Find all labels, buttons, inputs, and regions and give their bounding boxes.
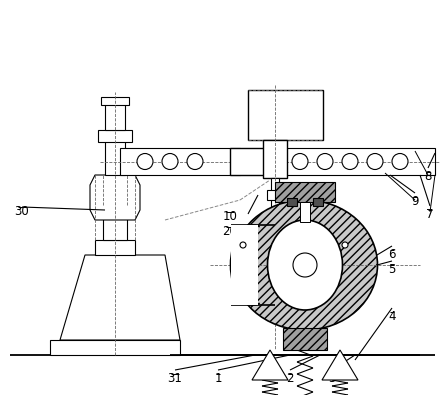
Bar [300, 202, 310, 222]
Bar [263, 140, 287, 178]
Circle shape [342, 154, 358, 169]
Text: 5: 5 [389, 263, 396, 276]
Polygon shape [90, 175, 140, 220]
Text: 1: 1 [214, 372, 222, 385]
Bar [105, 140, 125, 175]
Bar [103, 205, 127, 240]
Text: 2: 2 [286, 372, 294, 385]
Bar [283, 328, 327, 350]
Bar [267, 190, 283, 200]
Text: 7: 7 [426, 208, 434, 221]
Circle shape [317, 154, 333, 169]
Text: 10: 10 [222, 210, 237, 223]
Circle shape [240, 242, 246, 248]
Bar [271, 178, 279, 208]
Polygon shape [252, 350, 288, 380]
Text: 6: 6 [388, 248, 396, 261]
Bar [230, 148, 285, 175]
Text: 31: 31 [167, 372, 183, 385]
Text: 8: 8 [424, 170, 431, 183]
Bar [313, 198, 323, 206]
Text: 4: 4 [388, 310, 396, 323]
Bar [101, 97, 129, 105]
Circle shape [187, 154, 203, 169]
Text: 3: 3 [328, 372, 336, 385]
Polygon shape [231, 225, 258, 305]
Bar [287, 198, 297, 206]
Bar [120, 148, 240, 175]
Ellipse shape [233, 200, 377, 330]
Circle shape [292, 154, 308, 169]
Bar [105, 100, 125, 130]
Circle shape [137, 154, 153, 169]
Circle shape [367, 154, 383, 169]
Bar [98, 130, 132, 142]
Bar [50, 340, 180, 355]
Bar [275, 182, 335, 202]
Bar [248, 90, 323, 140]
Bar [280, 148, 435, 175]
Text: 30: 30 [15, 205, 29, 218]
Circle shape [392, 154, 408, 169]
Circle shape [342, 242, 348, 248]
Circle shape [162, 154, 178, 169]
Text: 20: 20 [222, 225, 237, 238]
Bar [95, 240, 135, 255]
Circle shape [293, 253, 317, 277]
Polygon shape [60, 255, 180, 340]
Ellipse shape [268, 220, 342, 310]
Polygon shape [322, 350, 358, 380]
Text: 9: 9 [411, 195, 419, 208]
